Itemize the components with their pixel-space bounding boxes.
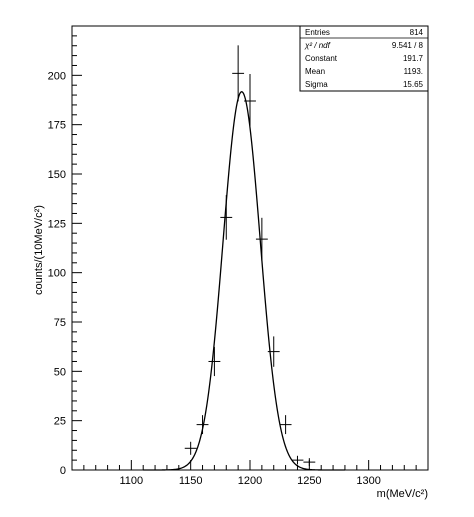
x-tick-label: 1250 <box>297 475 321 487</box>
y-tick-label: 50 <box>54 366 66 378</box>
stats-box-frame <box>299 25 429 92</box>
y-tick-label: 100 <box>48 268 66 280</box>
x-axis-title: m(MeV/c²) <box>377 488 428 500</box>
data-point <box>291 455 304 465</box>
data-point <box>279 415 292 435</box>
stats-mean-label: Mean <box>305 67 325 76</box>
y-tick-label: 125 <box>48 218 66 230</box>
stats-sigma-value: 15.65 <box>403 80 424 89</box>
data-point <box>232 45 245 102</box>
y-tick-label: 175 <box>48 120 66 132</box>
data-point <box>184 441 197 455</box>
x-tick-label: 1200 <box>238 475 262 487</box>
stats-box: Entries 814 χ² / ndf 9.541 / 8 Constant … <box>299 25 429 92</box>
gaussian-fit-curve <box>143 91 345 471</box>
stats-chi2-label: χ² / ndf <box>304 41 331 50</box>
y-axis-title: counts/(10MeV/c²) <box>33 205 45 295</box>
stats-mean-value: 1193. <box>404 67 423 76</box>
stats-entries-label: Entries <box>305 28 330 37</box>
stats-entries-value: 814 <box>410 28 424 37</box>
data-point <box>303 458 316 467</box>
y-tick-label: 25 <box>54 416 66 428</box>
stats-chi2-value: 9.541 / 8 <box>392 41 424 50</box>
stats-constant-label: Constant <box>305 54 338 63</box>
stats-constant-value: 191.7 <box>403 54 424 63</box>
y-tick-label: 75 <box>54 317 66 329</box>
x-tick-label: 1300 <box>356 475 380 487</box>
data-point <box>208 346 221 377</box>
stats-sigma-label: Sigma <box>305 80 328 89</box>
x-tick-label: 1100 <box>120 475 144 487</box>
x-tick-label: 1150 <box>179 475 203 487</box>
y-tick-label: 150 <box>48 169 66 181</box>
y-tick-label: 0 <box>60 465 66 477</box>
y-tick-label: 200 <box>48 70 66 82</box>
